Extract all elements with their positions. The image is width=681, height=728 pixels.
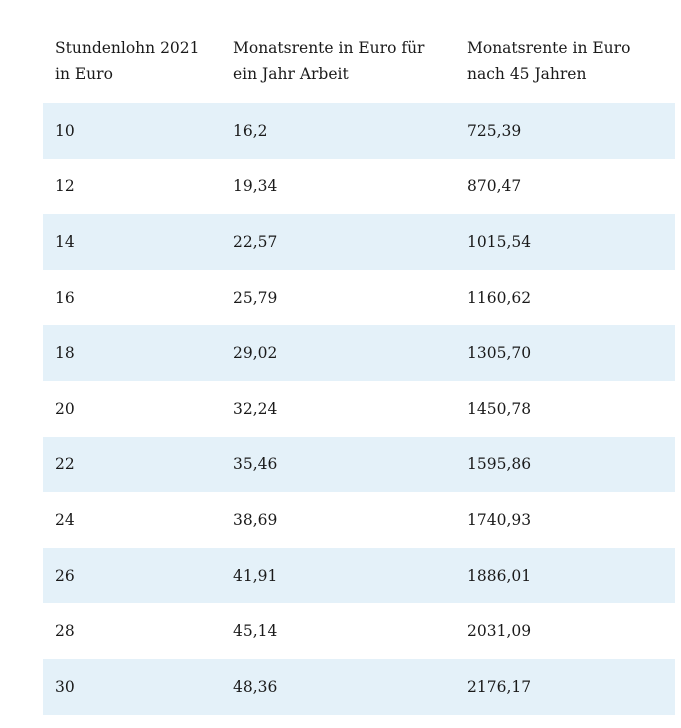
cell-pension-45-years: 1160,62 xyxy=(455,269,675,326)
table-body: 10 16,2 725,39 12 19,34 870,47 14 22,57 … xyxy=(43,103,675,715)
cell-pension-one-year: 16,2 xyxy=(221,103,455,159)
cell-pension-45-years: 1450,78 xyxy=(455,380,675,437)
cell-pension-45-years: 1305,70 xyxy=(455,325,675,381)
cell-hourly-wage: 22 xyxy=(43,436,221,493)
cell-hourly-wage: 14 xyxy=(43,214,221,270)
table-row: 18 29,02 1305,70 xyxy=(43,325,675,381)
header-pension-one-year: Monatsrente in Euro für ein Jahr Arbeit xyxy=(221,0,455,103)
cell-pension-45-years: 1886,01 xyxy=(455,547,675,604)
table-row: 22 35,46 1595,86 xyxy=(43,436,675,493)
cell-pension-one-year: 38,69 xyxy=(221,492,455,548)
header-hourly-wage: Stundenlohn 2021 in Euro xyxy=(43,0,221,103)
cell-pension-one-year: 32,24 xyxy=(221,380,455,437)
cell-pension-45-years: 2176,17 xyxy=(455,658,675,715)
cell-pension-45-years: 2031,09 xyxy=(455,603,675,659)
cell-hourly-wage: 20 xyxy=(43,380,221,437)
cell-pension-one-year: 41,91 xyxy=(221,547,455,604)
cell-pension-one-year: 19,34 xyxy=(221,158,455,215)
table-row: 28 45,14 2031,09 xyxy=(43,603,675,659)
cell-pension-one-year: 35,46 xyxy=(221,436,455,493)
table-row: 26 41,91 1886,01 xyxy=(43,547,675,604)
header-pension-45-years-line1: Monatsrente in Euro xyxy=(467,39,631,57)
table-header: Stundenlohn 2021 in Euro Monatsrente in … xyxy=(43,0,675,103)
cell-hourly-wage: 10 xyxy=(43,103,221,159)
cell-pension-45-years: 1015,54 xyxy=(455,214,675,270)
cell-pension-45-years: 1740,93 xyxy=(455,492,675,548)
cell-pension-45-years: 870,47 xyxy=(455,158,675,215)
pension-table-container: Stundenlohn 2021 in Euro Monatsrente in … xyxy=(43,0,675,715)
header-pension-45-years: Monatsrente in Euro nach 45 Jahren xyxy=(455,0,675,103)
cell-pension-one-year: 29,02 xyxy=(221,325,455,381)
header-hourly-wage-line1: Stundenlohn 2021 xyxy=(55,39,200,57)
cell-pension-45-years: 1595,86 xyxy=(455,436,675,493)
header-hourly-wage-line2: in Euro xyxy=(55,65,113,83)
table-row: 14 22,57 1015,54 xyxy=(43,214,675,270)
header-row: Stundenlohn 2021 in Euro Monatsrente in … xyxy=(43,0,675,103)
cell-pension-45-years: 725,39 xyxy=(455,103,675,159)
cell-hourly-wage: 28 xyxy=(43,603,221,659)
cell-hourly-wage: 16 xyxy=(43,269,221,326)
cell-pension-one-year: 48,36 xyxy=(221,658,455,715)
table-row: 12 19,34 870,47 xyxy=(43,158,675,215)
cell-pension-one-year: 45,14 xyxy=(221,603,455,659)
table-row: 20 32,24 1450,78 xyxy=(43,380,675,437)
table-row: 30 48,36 2176,17 xyxy=(43,658,675,715)
cell-hourly-wage: 26 xyxy=(43,547,221,604)
header-pension-one-year-line2: ein Jahr Arbeit xyxy=(233,65,349,83)
cell-hourly-wage: 24 xyxy=(43,492,221,548)
cell-hourly-wage: 12 xyxy=(43,158,221,215)
cell-pension-one-year: 22,57 xyxy=(221,214,455,270)
table-row: 24 38,69 1740,93 xyxy=(43,492,675,548)
cell-pension-one-year: 25,79 xyxy=(221,269,455,326)
table-row: 16 25,79 1160,62 xyxy=(43,269,675,326)
header-pension-45-years-line2: nach 45 Jahren xyxy=(467,65,587,83)
table-row: 10 16,2 725,39 xyxy=(43,103,675,159)
pension-table: Stundenlohn 2021 in Euro Monatsrente in … xyxy=(43,0,675,715)
header-pension-one-year-line1: Monatsrente in Euro für xyxy=(233,39,425,57)
cell-hourly-wage: 30 xyxy=(43,658,221,715)
cell-hourly-wage: 18 xyxy=(43,325,221,381)
